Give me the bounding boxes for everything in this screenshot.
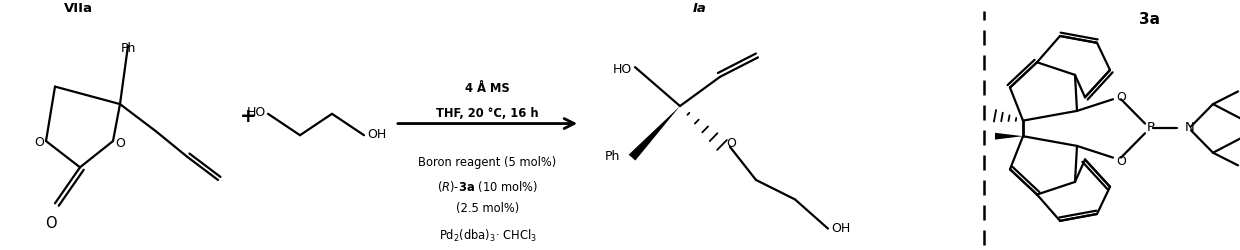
Text: 4 Å MS: 4 Å MS — [465, 82, 510, 94]
Text: VIIa: VIIa — [63, 2, 93, 15]
Text: +: + — [239, 107, 257, 126]
Text: OH: OH — [831, 222, 851, 234]
Text: O: O — [725, 136, 735, 149]
Text: THF, 20 °C, 16 h: THF, 20 °C, 16 h — [436, 106, 539, 120]
Text: HO: HO — [613, 63, 632, 76]
Text: 3a: 3a — [1140, 12, 1161, 27]
Text: OH: OH — [367, 127, 386, 140]
Text: Ph: Ph — [605, 150, 620, 163]
Polygon shape — [994, 133, 1023, 140]
Text: O: O — [1116, 90, 1126, 104]
Text: N: N — [1185, 120, 1195, 134]
Text: O: O — [115, 137, 125, 150]
Text: ($\it{R}$)-$\mathbf{3a}$ (10 mol%): ($\it{R}$)-$\mathbf{3a}$ (10 mol%) — [436, 178, 538, 193]
Text: O: O — [1116, 154, 1126, 167]
Text: HO: HO — [247, 106, 267, 119]
Text: (2.5 mol%): (2.5 mol%) — [456, 202, 520, 214]
Text: Pd$_2$(dba)$_3$· CHCl$_3$: Pd$_2$(dba)$_3$· CHCl$_3$ — [439, 227, 537, 243]
Polygon shape — [629, 106, 680, 161]
Text: P: P — [1147, 120, 1154, 134]
Text: Boron reagent (5 mol%): Boron reagent (5 mol%) — [418, 155, 557, 168]
Text: O: O — [45, 215, 57, 230]
Text: O: O — [35, 135, 43, 148]
Text: Ph: Ph — [120, 42, 135, 55]
Text: Ia: Ia — [693, 2, 707, 15]
